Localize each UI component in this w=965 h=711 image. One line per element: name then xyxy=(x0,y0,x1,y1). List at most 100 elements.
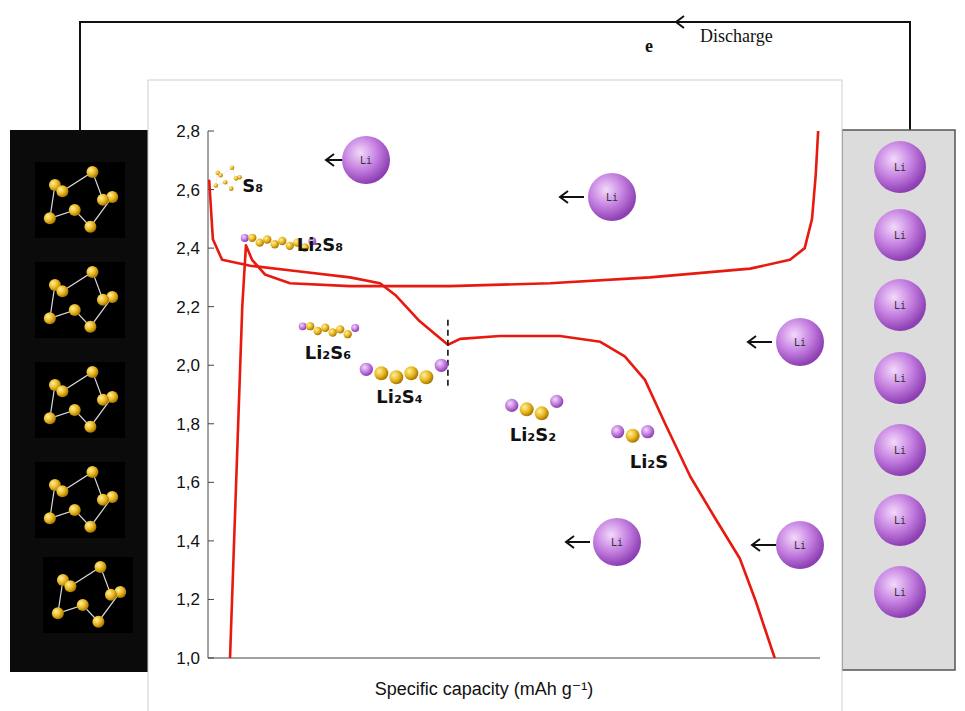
bond xyxy=(50,372,112,427)
sulfur-atom xyxy=(535,406,549,420)
li-atom xyxy=(641,425,654,438)
bond xyxy=(50,472,112,527)
sulfur-electrode xyxy=(10,130,150,672)
sulfur-atom xyxy=(84,421,96,433)
bond xyxy=(50,172,112,227)
arrow xyxy=(748,336,772,348)
y-tick-label: 2,2 xyxy=(176,298,200,317)
li-ion: Li xyxy=(874,494,926,546)
sulfur-atom xyxy=(343,330,351,338)
li-ion: Li xyxy=(776,521,824,569)
sulfur-atom xyxy=(86,366,98,378)
lithium-electrode xyxy=(842,130,955,670)
sulfur-atom xyxy=(271,240,279,248)
li-label: Li xyxy=(894,300,906,311)
species: S₈Li₂S₈Li₂S₆Li₂S₄Li₂S₂Li₂S xyxy=(214,166,669,472)
y-tick-label: 1,4 xyxy=(176,532,200,551)
li-atom xyxy=(435,359,448,372)
li-ion: Li xyxy=(874,424,926,476)
li-atom xyxy=(550,395,563,408)
capacity-curve xyxy=(209,181,774,658)
species-label: Li₂S xyxy=(630,451,669,472)
li-ion: Li xyxy=(874,141,926,193)
li-label: Li xyxy=(360,155,372,166)
electron-label: e xyxy=(645,36,653,56)
sulfur-atom xyxy=(286,242,294,250)
y-tick-label: 1,8 xyxy=(176,415,200,434)
li-atom xyxy=(360,363,373,376)
sulfur-atom xyxy=(52,607,64,619)
sulfur-atom xyxy=(223,180,228,185)
arrow xyxy=(566,536,590,548)
li-label: Li xyxy=(894,587,906,598)
sulfur-atom xyxy=(84,221,96,233)
y-tick xyxy=(208,599,214,600)
axes: 1,01,21,41,61,82,02,22,42,62,8 xyxy=(176,122,820,668)
arrow xyxy=(676,16,698,28)
li-label: Li xyxy=(894,445,906,456)
molecule-box xyxy=(43,557,133,633)
x-axis-title: Specific capacity (mAh g⁻¹) xyxy=(375,679,594,699)
sulfur-atom xyxy=(56,285,68,297)
sulfur-atom xyxy=(306,322,314,330)
sulfur-atom xyxy=(97,194,109,206)
y-tick-label: 2,4 xyxy=(176,239,200,258)
li-label: Li xyxy=(894,373,906,384)
sulfur-atom xyxy=(105,589,117,601)
chart-root: LiLiLiLiLiLiLieDischarge1,01,21,41,61,82… xyxy=(0,0,965,711)
plot-data xyxy=(209,131,818,658)
sulfur-atom xyxy=(69,504,81,516)
li-sphere xyxy=(776,521,824,569)
molecule-box xyxy=(35,362,125,438)
discharge-label: Discharge xyxy=(700,26,773,46)
li-ion: Li xyxy=(874,279,926,331)
li-atom xyxy=(351,324,359,332)
li-sphere xyxy=(593,518,641,566)
li-ion: Li xyxy=(593,518,641,566)
molecule-box xyxy=(35,162,125,238)
y-tick-label: 1,2 xyxy=(176,590,200,609)
sulfur-atom xyxy=(84,321,96,333)
sulfur-atom xyxy=(626,429,640,443)
li-sphere xyxy=(776,318,824,366)
lithium-ions: Li Li Li Li Li Li Li xyxy=(874,141,926,618)
sulfur-atom xyxy=(94,561,106,573)
arrow xyxy=(752,539,776,551)
sulfur-atom xyxy=(404,366,418,380)
y-tick xyxy=(208,540,214,541)
sulfur-atom xyxy=(86,266,98,278)
li-atom xyxy=(299,322,307,330)
molecule-box xyxy=(35,462,125,538)
sulfur-molecules xyxy=(35,162,133,633)
molecule-box xyxy=(35,262,125,338)
chart-panel xyxy=(148,80,842,711)
li-sphere xyxy=(874,352,926,404)
sulfur-atom xyxy=(69,404,81,416)
sulfur-atom xyxy=(44,512,56,524)
sulfur-atom xyxy=(328,328,336,336)
li-sphere xyxy=(874,494,926,546)
sulfur-atom xyxy=(321,324,329,332)
sulfur-atom xyxy=(97,294,109,306)
y-axis xyxy=(208,131,209,658)
li-ion: Li xyxy=(874,352,926,404)
sulfur-atom xyxy=(248,234,256,242)
y-tick xyxy=(208,248,214,249)
y-tick xyxy=(208,131,214,132)
sulfur-atom xyxy=(336,325,344,333)
sulfur-atom xyxy=(313,327,321,335)
li-sphere xyxy=(874,566,926,618)
li-sphere xyxy=(874,279,926,331)
sulfur-atom xyxy=(56,185,68,197)
sulfur-atom xyxy=(69,204,81,216)
li-label: Li xyxy=(794,540,806,551)
sulfur-atom xyxy=(229,186,234,191)
li-label: Li xyxy=(894,230,906,241)
arrow xyxy=(560,191,584,203)
y-tick-label: 1,0 xyxy=(176,649,200,668)
li-atom xyxy=(505,399,518,412)
li-label: Li xyxy=(606,192,618,203)
li-ion: Li xyxy=(588,173,636,221)
sulfur-atom xyxy=(44,212,56,224)
sulfur-atom xyxy=(419,370,433,384)
